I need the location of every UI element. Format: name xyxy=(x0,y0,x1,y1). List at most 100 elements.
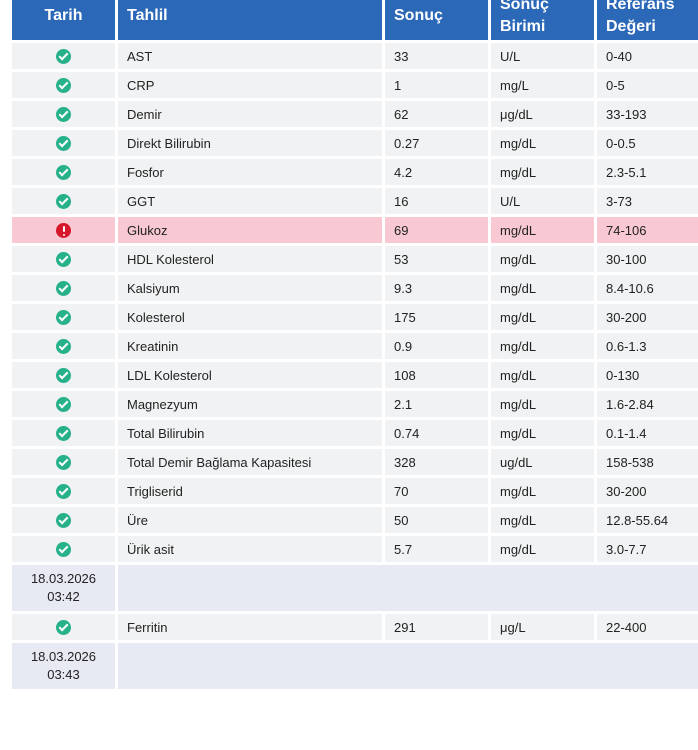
test-name: Ferritin xyxy=(118,614,382,640)
result-unit: mg/dL xyxy=(491,391,594,417)
table-row: Kalsiyum 9.3 mg/dL 8.4-10.6 xyxy=(12,275,698,301)
date-group-row: 18.03.2026 03:43 xyxy=(12,643,698,689)
header-row: Tarih Tahlil Sonuç Sonuç Birimi Referans D… xyxy=(12,0,698,40)
header-unit-line2: Birimi xyxy=(500,17,546,35)
table-row: Kreatinin 0.9 mg/dL 0.6-1.3 xyxy=(12,333,698,359)
header-date: Tarih xyxy=(12,0,115,40)
check-circle-icon xyxy=(56,484,71,500)
test-name: Kalsiyum xyxy=(118,275,382,301)
test-result: 108 xyxy=(385,362,488,388)
reference-range: 1.6-2.84 xyxy=(597,391,698,417)
group-date: 18.03.2026 xyxy=(30,649,97,664)
check-circle-icon xyxy=(56,455,71,471)
check-circle-icon xyxy=(56,620,71,636)
table-row: Demir 62 μg/dL 33-193 xyxy=(12,101,698,127)
header-ref-line2: Değeri xyxy=(606,17,656,35)
group-spacer xyxy=(118,643,698,689)
result-unit: mg/dL xyxy=(491,246,594,272)
check-circle-icon xyxy=(56,252,71,268)
result-unit: mg/dL xyxy=(491,159,594,185)
table-row: Direkt Bilirubin 0.27 mg/dL 0-0.5 xyxy=(12,130,698,156)
result-unit: mg/dL xyxy=(491,362,594,388)
test-name: Fosfor xyxy=(118,159,382,185)
test-name: Direkt Bilirubin xyxy=(118,130,382,156)
test-result: 0.9 xyxy=(385,333,488,359)
result-unit: mg/dL xyxy=(491,217,594,243)
reference-range: 12.8-55.64 xyxy=(597,507,698,533)
test-result: 9.3 xyxy=(385,275,488,301)
table-row: Ürik asit 5.7 mg/dL 3.0-7.7 xyxy=(12,536,698,562)
check-circle-icon xyxy=(56,136,71,152)
test-result: 33 xyxy=(385,43,488,69)
test-result: 1 xyxy=(385,72,488,98)
group-time: 03:42 xyxy=(47,589,80,604)
test-name: Üre xyxy=(118,507,382,533)
header-ref-line1: Referans xyxy=(606,0,675,13)
check-circle-icon xyxy=(56,542,71,558)
reference-range: 158-538 xyxy=(597,449,698,475)
test-name: AST xyxy=(118,43,382,69)
reference-range: 33-193 xyxy=(597,101,698,127)
test-result: 0.27 xyxy=(385,130,488,156)
reference-range: 3-73 xyxy=(597,188,698,214)
test-result: 291 xyxy=(385,614,488,640)
result-unit: μg/dL xyxy=(491,101,594,127)
test-result: 4.2 xyxy=(385,159,488,185)
test-name: Kreatinin xyxy=(118,333,382,359)
table-row: LDL Kolesterol 108 mg/dL 0-130 xyxy=(12,362,698,388)
date-group-row: 18.03.2026 03:42 xyxy=(12,565,698,611)
reference-range: 3.0-7.7 xyxy=(597,536,698,562)
check-circle-icon xyxy=(56,49,71,65)
test-result: 175 xyxy=(385,304,488,330)
test-result: 53 xyxy=(385,246,488,272)
table-row: CRP 1 mg/L 0-5 xyxy=(12,72,698,98)
test-name: Trigliserid xyxy=(118,478,382,504)
table-row: GGT 16 U/L 3-73 xyxy=(12,188,698,214)
test-name: CRP xyxy=(118,72,382,98)
check-circle-icon xyxy=(56,107,71,123)
reference-range: 2.3-5.1 xyxy=(597,159,698,185)
test-name: Total Bilirubin xyxy=(118,420,382,446)
test-name: Glukoz xyxy=(118,217,382,243)
group-datetime: 18.03.2026 03:43 xyxy=(12,643,115,689)
test-name: Ürik asit xyxy=(118,536,382,562)
table-row: AST 33 U/L 0-40 xyxy=(12,43,698,69)
reference-range: 0-0.5 xyxy=(597,130,698,156)
table-row: Ferritin 291 μg/L 22-400 xyxy=(12,614,698,640)
table-row: Trigliserid 70 mg/dL 30-200 xyxy=(12,478,698,504)
header-test: Tahlil xyxy=(118,0,382,40)
result-unit: mg/dL xyxy=(491,304,594,330)
reference-range: 30-200 xyxy=(597,478,698,504)
check-circle-icon xyxy=(56,310,71,326)
table-row: Magnezyum 2.1 mg/dL 1.6-2.84 xyxy=(12,391,698,417)
reference-range: 0-5 xyxy=(597,72,698,98)
reference-range: 74-106 xyxy=(597,217,698,243)
reference-range: 8.4-10.6 xyxy=(597,275,698,301)
test-result: 2.1 xyxy=(385,391,488,417)
test-result: 69 xyxy=(385,217,488,243)
result-unit: mg/dL xyxy=(491,536,594,562)
check-circle-icon xyxy=(56,339,71,355)
reference-range: 0-40 xyxy=(597,43,698,69)
reference-range: 22-400 xyxy=(597,614,698,640)
test-name: HDL Kolesterol xyxy=(118,246,382,272)
table-row: Kolesterol 175 mg/dL 30-200 xyxy=(12,304,698,330)
group-date: 18.03.2026 xyxy=(30,571,97,586)
check-circle-icon xyxy=(56,78,71,94)
lab-results-table: Tarih Tahlil Sonuç Sonuç Birimi Referans D… xyxy=(9,0,698,692)
group-time: 03:43 xyxy=(47,667,80,682)
table-row: Üre 50 mg/dL 12.8-55.64 xyxy=(12,507,698,533)
check-circle-icon xyxy=(56,281,71,297)
table-row: HDL Kolesterol 53 mg/dL 30-100 xyxy=(12,246,698,272)
test-result: 16 xyxy=(385,188,488,214)
header-result: Sonuç xyxy=(385,0,488,40)
test-name: Kolesterol xyxy=(118,304,382,330)
test-name: Magnezyum xyxy=(118,391,382,417)
test-result: 70 xyxy=(385,478,488,504)
test-result: 328 xyxy=(385,449,488,475)
result-unit: mg/dL xyxy=(491,478,594,504)
check-circle-icon xyxy=(56,397,71,413)
reference-range: 0-130 xyxy=(597,362,698,388)
header-unit: Sonuç Birimi xyxy=(491,0,594,40)
